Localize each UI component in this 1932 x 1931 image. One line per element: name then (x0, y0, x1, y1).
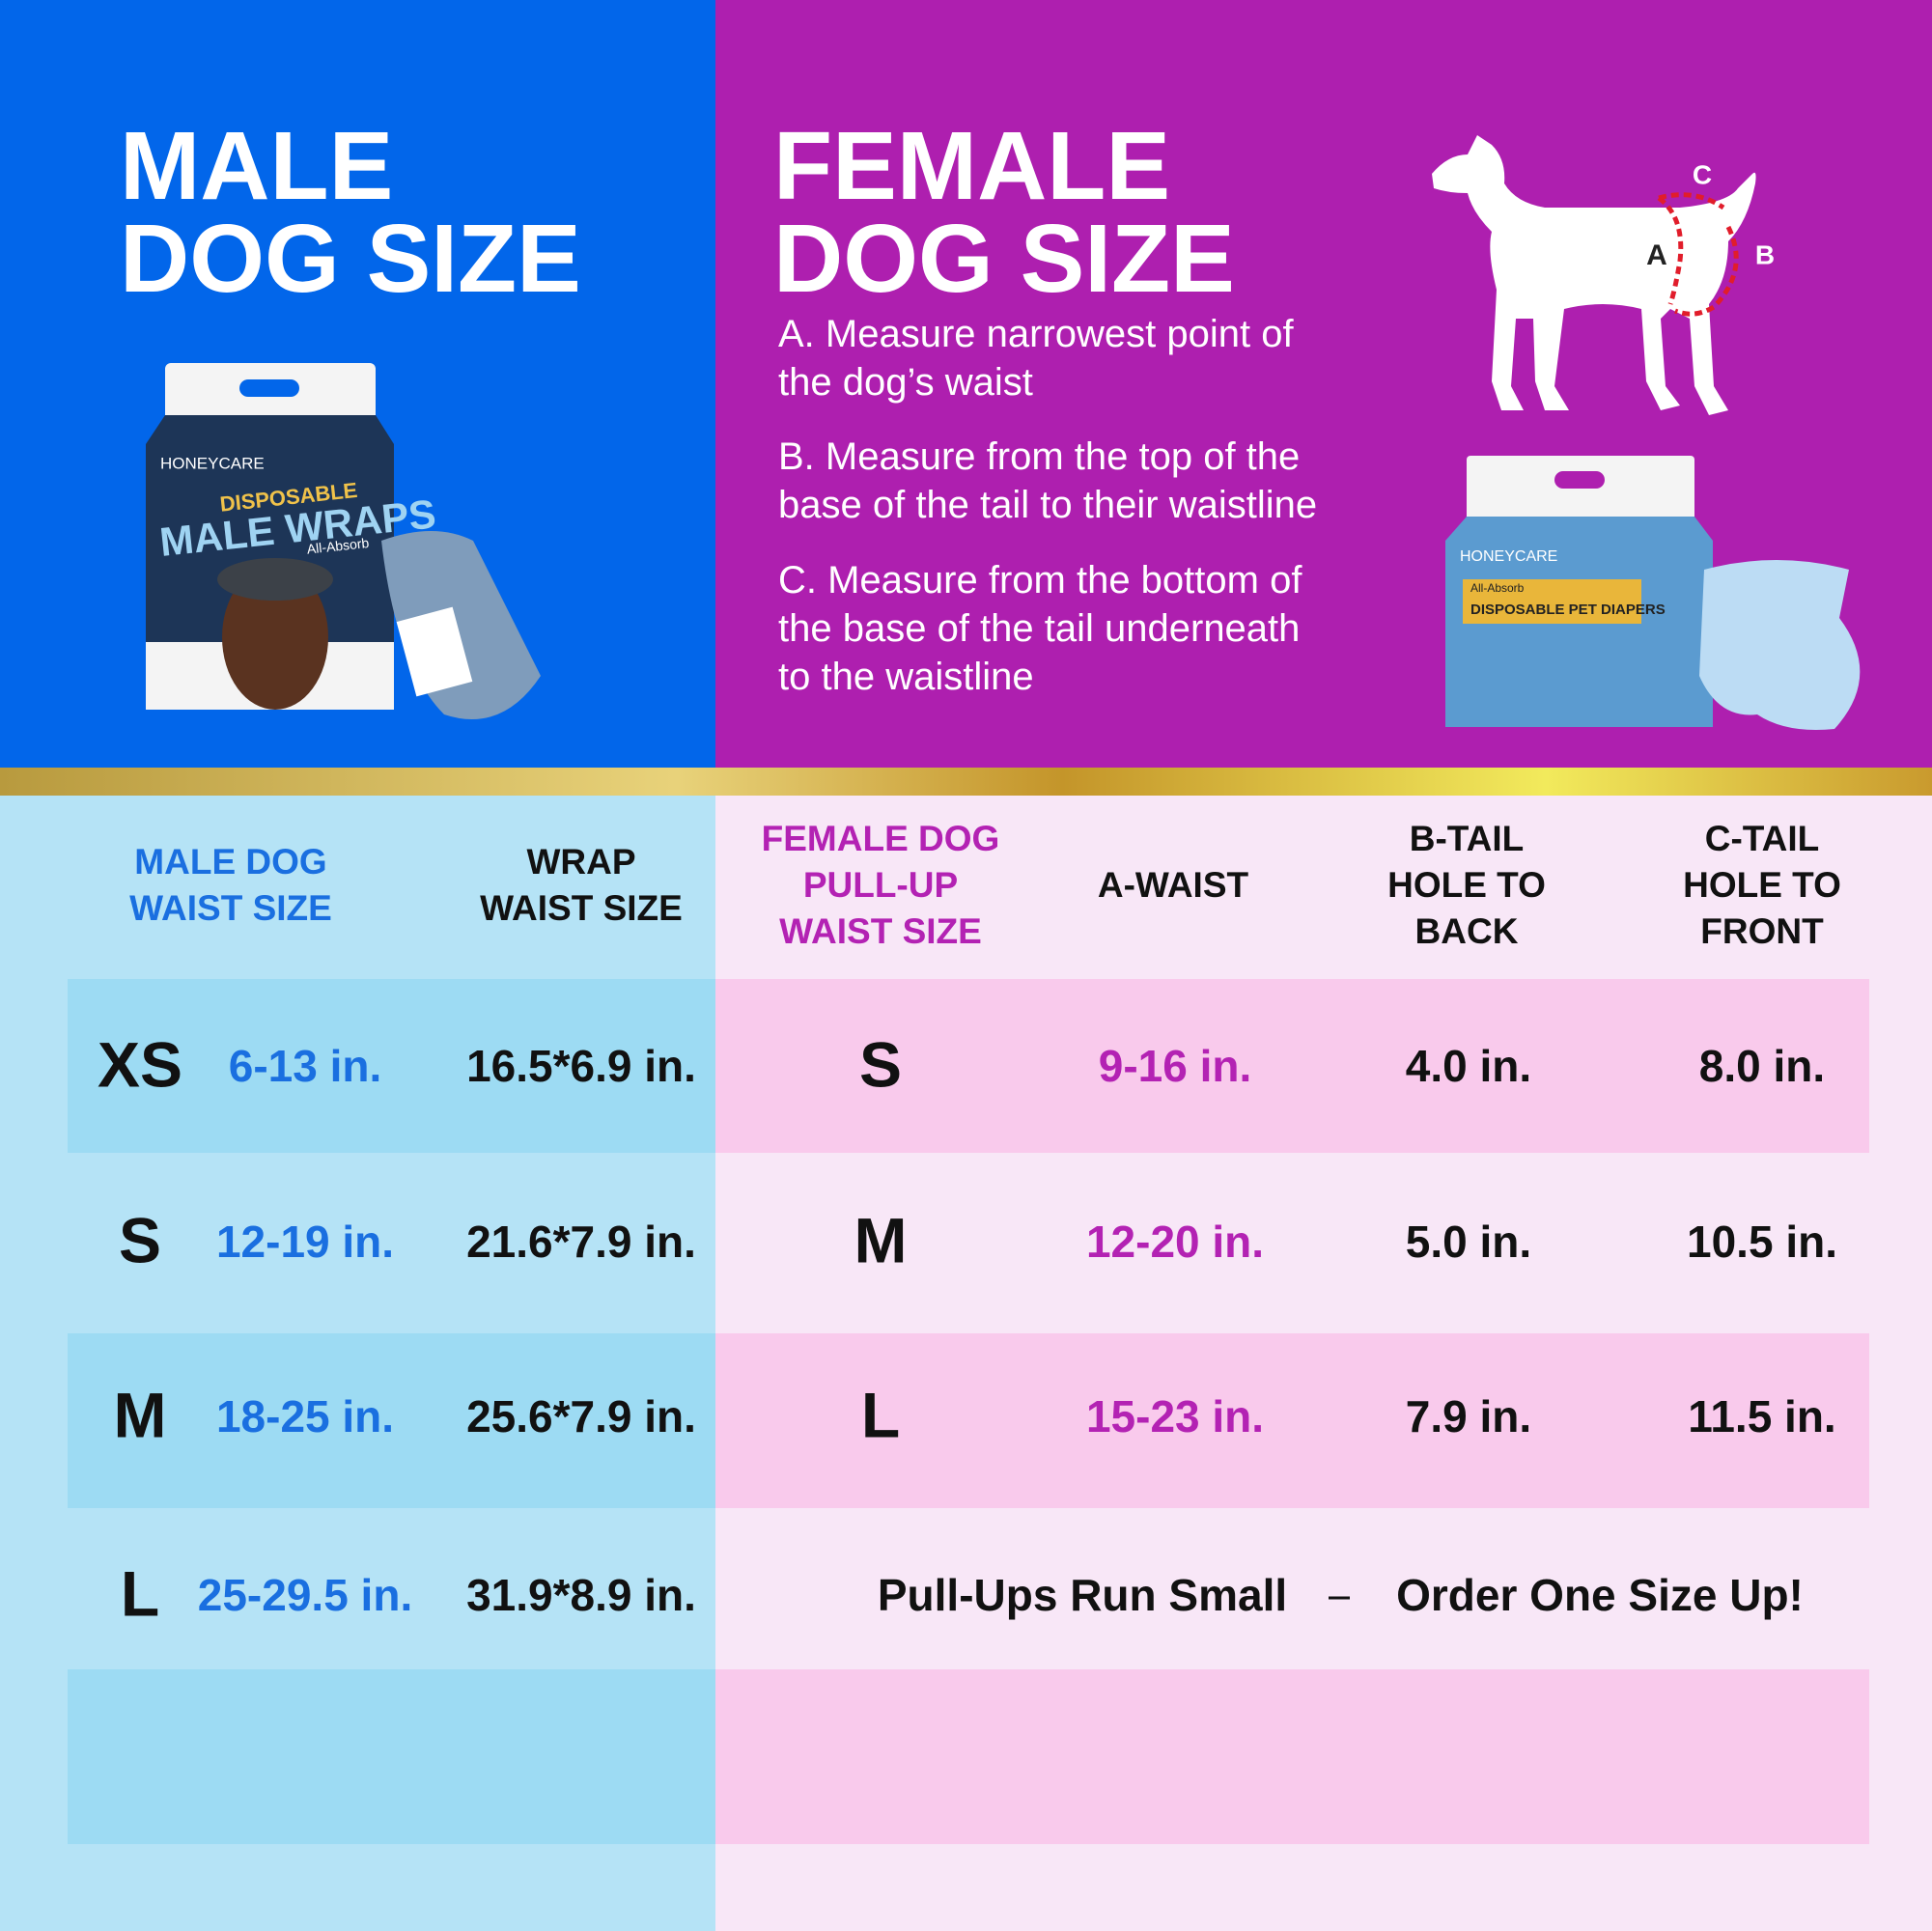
dog-silhouette (1432, 135, 1756, 415)
note: Pull-Ups Run Small (878, 1570, 1287, 1620)
row-band (68, 1669, 715, 1844)
table-cell: 25-29.5 in. (198, 1570, 412, 1620)
female-package: HONEYCARE All-Absorb DISPOSABLE PET DIAP… (1445, 456, 1861, 730)
male-package: HONEYCARE DISPOSABLE MALE WRAPS All-Abso… (146, 363, 541, 719)
size-label: S (119, 1204, 161, 1275)
package-text: DISPOSABLE PET DIAPERS (1470, 602, 1666, 618)
table-cell: 9-16 in. (1099, 1041, 1252, 1091)
package-label (1463, 579, 1641, 624)
table-cell: 10.5 in. (1687, 1217, 1837, 1267)
column-header: HOLE TO (1387, 865, 1546, 905)
package-text: All-Absorb (306, 535, 370, 557)
row-band (68, 1333, 715, 1508)
table-cell: 5.0 in. (1406, 1217, 1531, 1267)
table-cell: 6-13 in. (229, 1041, 382, 1091)
size-label: S (859, 1028, 902, 1100)
diagram-label: B (1755, 239, 1775, 269)
male-title: MALE (120, 112, 393, 220)
column-header: WAIST SIZE (779, 911, 982, 951)
column-header: WRAP (526, 842, 635, 882)
size-label: XS (98, 1028, 182, 1100)
package-handle (239, 379, 299, 397)
column-header: FEMALE DOG (762, 819, 1000, 858)
note: Order One Size Up! (1396, 1570, 1804, 1620)
size-label: M (114, 1379, 167, 1450)
column-header: C-TAIL (1705, 819, 1820, 858)
measure-a (1657, 195, 1684, 305)
male-title: DOG SIZE (120, 205, 581, 313)
column-header: FRONT (1700, 911, 1824, 951)
row-band (715, 1333, 1869, 1508)
diagram-label: C (1693, 159, 1712, 189)
column-header: A-WAIST (1098, 865, 1249, 905)
instruction-line: A. Measure narrowest point of (778, 313, 1294, 355)
wrap-pad (396, 606, 473, 697)
table-cell: 11.5 in. (1688, 1391, 1835, 1441)
column-header: HOLE TO (1683, 865, 1841, 905)
instruction-line: C. Measure from the bottom of (778, 559, 1302, 602)
row-band (715, 1669, 1869, 1844)
measure-c (1658, 192, 1725, 210)
column-header: WAIST SIZE (129, 888, 332, 928)
table-cell: 7.9 in. (1406, 1391, 1531, 1441)
size-label: L (121, 1557, 159, 1629)
instruction-line: the base of the tail underneath (778, 607, 1300, 650)
instruction-line: the dog’s waist (778, 361, 1033, 404)
column-header: PULL-UP (803, 865, 958, 905)
size-label: M (854, 1204, 908, 1275)
package-text: All-Absorb (1470, 581, 1525, 595)
column-header: MALE DOG (134, 842, 326, 882)
table-cell: 16.5*6.9 in. (466, 1041, 696, 1091)
dog-photo (222, 565, 328, 710)
divider (0, 768, 1932, 796)
diagram-label: A (1646, 239, 1667, 271)
size-table: MALE DOG WAIST SIZE WRAP WAIST SIZE FEMALE D… (98, 819, 1841, 1630)
column-header: B-TAIL (1410, 819, 1525, 858)
column-header: BACK (1415, 911, 1519, 951)
instruction-line: to the waistline (778, 656, 1034, 698)
row-bands (68, 979, 1869, 1844)
table-cell: 21.6*7.9 in. (466, 1217, 696, 1267)
instruction-line: base of the tail to their waistline (778, 484, 1317, 526)
dog-diagram: A B C (1432, 135, 1775, 415)
package-top (1467, 456, 1694, 533)
diaper-product (1699, 560, 1861, 730)
table-cell: 12-19 in. (216, 1217, 394, 1267)
instructions: A. Measure narrowest point of the dog’s w… (778, 313, 1317, 698)
instruction-line: B. Measure from the top of the (778, 435, 1300, 478)
table-cell: 25.6*7.9 in. (466, 1391, 696, 1441)
measure-b (1674, 225, 1739, 317)
table-cell: 4.0 in. (1406, 1041, 1531, 1091)
table-cell: 8.0 in. (1699, 1041, 1825, 1091)
table-cell: 18-25 in. (216, 1391, 394, 1441)
row-band (68, 979, 715, 1153)
table-cell: 15-23 in. (1086, 1391, 1264, 1441)
package-handle (1554, 471, 1605, 489)
table-cell: 12-20 in. (1086, 1217, 1264, 1267)
size-label: L (861, 1379, 900, 1450)
female-title: DOG SIZE (773, 205, 1235, 313)
female-title: FEMALE (773, 112, 1170, 220)
table-cell: 31.9*8.9 in. (466, 1570, 696, 1620)
row-band (715, 979, 1869, 1153)
package-brand: HONEYCARE (1460, 548, 1557, 565)
dog-hat (217, 558, 333, 601)
column-header: WAIST SIZE (480, 888, 683, 928)
package-brand: HONEYCARE (160, 454, 265, 472)
